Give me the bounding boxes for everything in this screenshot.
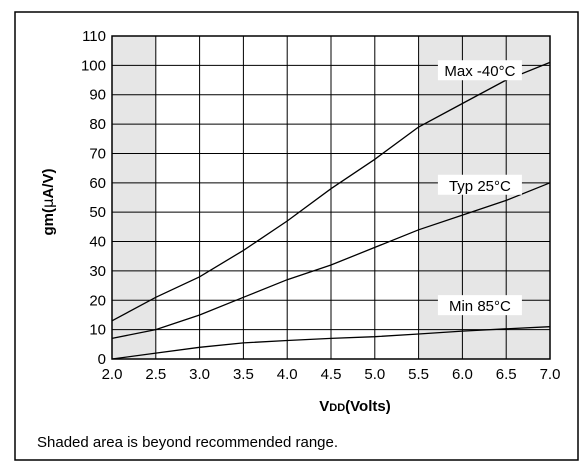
- y-tick-label-11: 110: [82, 28, 106, 45]
- series-label-bg-1: [437, 174, 522, 195]
- y-axis-title-suffix: A/V): [40, 168, 57, 198]
- y-tick-label-5: 50: [89, 204, 106, 221]
- x-axis-title: VDD(Volts): [319, 398, 390, 415]
- y-tick-label-7: 70: [89, 145, 106, 162]
- y-tick-label-9: 90: [89, 87, 106, 104]
- x-tick-label-10: 7.0: [540, 366, 561, 383]
- series-label-2: Min 85°C: [449, 298, 511, 315]
- y-tick-label-6: 60: [89, 175, 106, 192]
- x-axis-title-subscript: DD: [329, 402, 345, 414]
- x-tick-label-4: 4.0: [277, 366, 298, 383]
- series-line-2: [111, 326, 551, 360]
- x-axis-title-suffix: (Volts): [345, 398, 391, 415]
- series-lines: [111, 61, 551, 360]
- y-tick-label-8: 80: [89, 116, 106, 133]
- y-tick-labels: 0 10 20 30 40 50 60 70 80 90 100 110: [81, 28, 106, 368]
- y-tick-label-2: 20: [89, 292, 106, 309]
- x-tick-labels: 2.0 2.5 3.0 3.5 4.0 4.5 5.0 5.5 6.0 6.5 7.0: [102, 366, 561, 383]
- x-tick-label-8: 6.0: [452, 366, 473, 383]
- y-tick-label-3: 30: [89, 263, 106, 280]
- y-axis-title-mu: μ: [39, 198, 57, 208]
- x-tick-label-2: 3.0: [189, 366, 210, 383]
- series-label-0: Max -40°C: [444, 63, 515, 80]
- series-label-bg-0: [437, 60, 522, 81]
- y-tick-label-1: 10: [89, 322, 106, 339]
- series-labels: Max -40°C Typ 25°C Min 85°C: [437, 60, 522, 316]
- y-tick-label-0: 0: [98, 351, 106, 368]
- x-tick-label-0: 2.0: [102, 366, 123, 383]
- x-tick-label-1: 2.5: [145, 366, 166, 383]
- x-tick-label-3: 3.5: [233, 366, 254, 383]
- y-axis-title: gm(μA/V): [39, 168, 57, 235]
- y-axis-title-prefix: gm(: [40, 208, 57, 236]
- plot-area: [111, 35, 551, 360]
- x-tick-label-6: 5.0: [364, 366, 385, 383]
- y-tick-label-10: 100: [81, 57, 106, 74]
- x-axis-title-prefix: V: [319, 398, 329, 415]
- x-tick-label-9: 6.5: [496, 366, 517, 383]
- series-label-bg-2: [437, 295, 522, 316]
- series-line-1: [111, 182, 551, 340]
- series-line-0: [111, 61, 551, 322]
- x-tick-label-5: 4.5: [321, 366, 342, 383]
- y-tick-label-4: 40: [89, 234, 106, 251]
- footnote: Shaded area is beyond recommended range.: [37, 434, 338, 451]
- series-label-1: Typ 25°C: [449, 178, 511, 195]
- x-tick-label-7: 5.5: [408, 366, 429, 383]
- shaded-region-0: [112, 36, 156, 359]
